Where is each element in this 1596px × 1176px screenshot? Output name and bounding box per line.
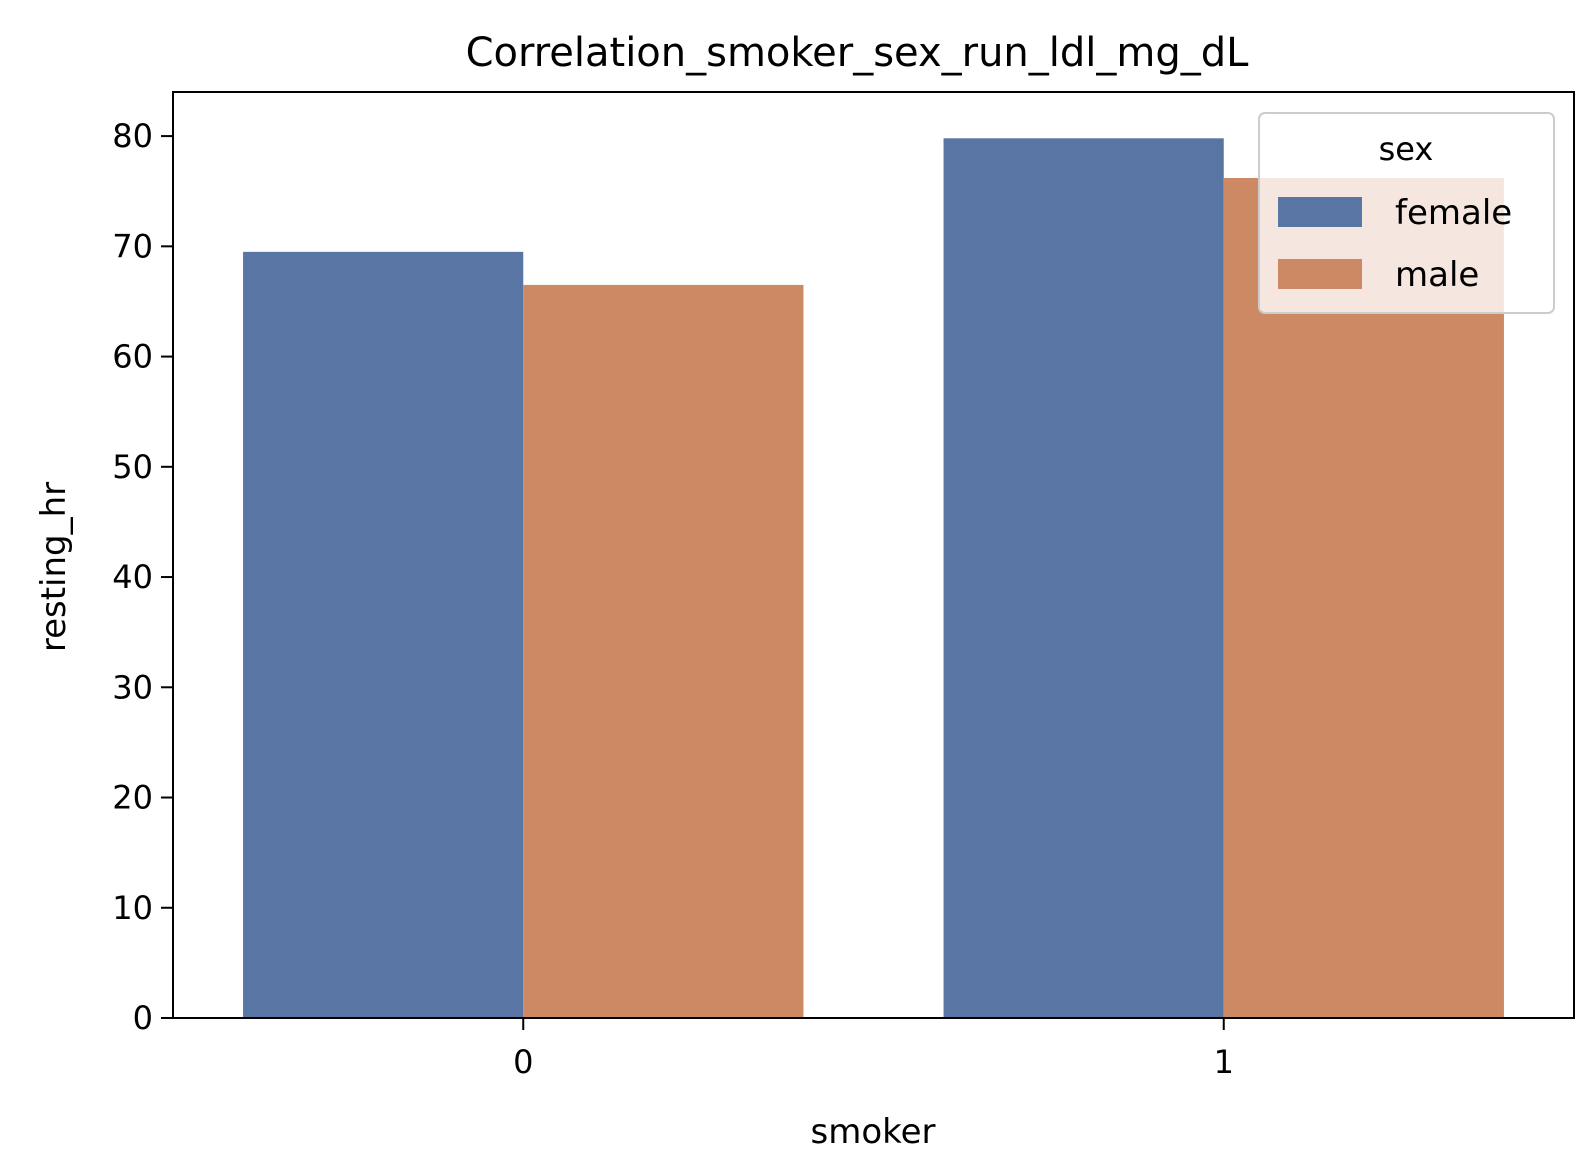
x-tick-label: 0 <box>513 1043 533 1081</box>
bar-female-0 <box>243 251 524 1019</box>
y-tick-label: 10 <box>112 889 153 927</box>
x-tick-label: 1 <box>1214 1043 1234 1081</box>
y-tick-label: 70 <box>112 227 153 265</box>
bar-male-1 <box>1223 177 1504 1018</box>
y-tick-label: 40 <box>112 558 153 596</box>
y-tick-label: 30 <box>112 668 153 706</box>
legend: sex female male <box>1258 112 1555 314</box>
y-tick-label: 60 <box>112 338 153 376</box>
bars-group <box>243 138 1504 1019</box>
bar-female-1 <box>943 138 1224 1019</box>
legend-swatch-female <box>1278 197 1362 227</box>
y-tick-label: 80 <box>112 117 153 155</box>
y-axis-label: resting_hr <box>34 482 74 652</box>
bar-male-0 <box>523 284 804 1019</box>
legend-label-female: female <box>1395 193 1512 233</box>
y-tick-label: 50 <box>112 448 153 486</box>
y-tick-label: 0 <box>133 999 153 1037</box>
chart-title: Correlation_smoker_sex_run_ldl_mg_dL <box>466 30 1250 76</box>
legend-swatch-male <box>1278 259 1362 289</box>
plot-frame <box>172 91 1575 1019</box>
legend-label-male: male <box>1395 255 1479 295</box>
legend-title: sex <box>1379 130 1434 168</box>
x-axis-label: smoker <box>810 1112 935 1152</box>
y-axis: 0 10 20 30 40 50 60 70 80 <box>112 117 173 1037</box>
y-tick-label: 20 <box>112 779 153 817</box>
